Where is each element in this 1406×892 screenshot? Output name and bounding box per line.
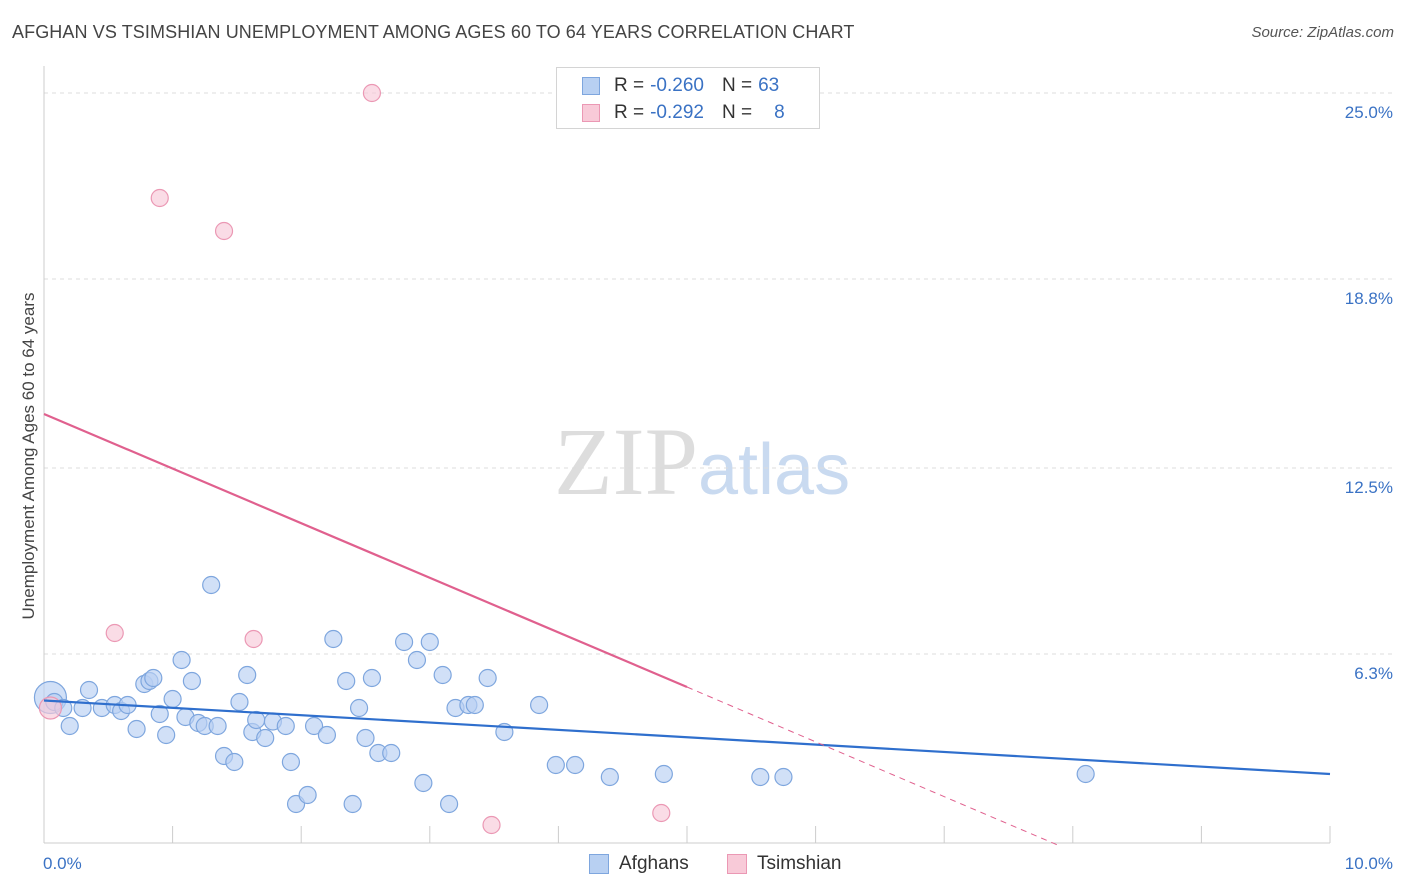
afghans-point [530,695,549,715]
tsimshian-point [214,221,234,241]
afghans-point [157,725,176,745]
afghans-point [163,689,182,709]
y-axis-label: Unemployment Among Ages 60 to 64 years [19,292,38,620]
y-tick-label: 18.8% [1345,289,1393,308]
y-tick-label: 25.0% [1345,103,1393,122]
afghans-swatch [582,77,600,95]
watermark-atlas: atlas [698,430,851,510]
afghans-point [304,716,324,736]
afghans-point [407,650,427,670]
afghans-point [654,764,673,784]
afghans-trend-line [43,699,1331,776]
tsimshian-point [244,629,263,649]
afghans-point [127,719,146,739]
afghans-point [362,668,382,688]
afghans-point [281,752,301,772]
afghans-point [439,794,459,814]
afghans-point [600,767,619,787]
afghans-point [276,716,295,736]
tsimshian-swatch [582,104,600,122]
source-credit: Source: ZipAtlas.com [1251,24,1394,41]
legend-row-tsimshian: R = -0.292 N = 8 [582,101,785,125]
afghans-point [238,665,257,685]
bottom-legend-tsimshian: Tsimshian [727,852,841,876]
bottom-legend-afghans: Afghans [589,852,689,876]
afghans-point [349,698,369,718]
afghans-point [172,650,191,670]
afghans-point [317,725,337,745]
tsimshian-point [38,696,63,720]
afghans-point [394,632,414,652]
afghans-point [343,794,362,814]
tsimshian-point [105,623,124,643]
afghans-point [1076,764,1095,784]
y-tick-label: 6.3% [1354,664,1393,683]
afghans-point [465,695,484,715]
tsimshian-point [482,815,501,835]
afghans-point [208,716,227,736]
afghans-point [256,728,275,748]
afghans-point [144,668,163,688]
afghans-point [478,668,497,688]
tsimshian-n-label: N = [721,102,753,123]
afghans-r-value: -0.260 [650,75,704,96]
watermark-zip: ZIP [554,408,698,515]
bottom-afghans-label: Afghans [619,853,689,874]
tsimshian-trend-extension [686,686,1061,847]
afghans-point [414,773,433,793]
afghans-point [433,665,452,685]
bottom-afghans-swatch [589,854,609,874]
afghans-point [298,785,317,805]
tsimshian-r-value: -0.292 [650,102,704,123]
afghans-point [230,692,249,712]
tsimshian-point [150,188,169,208]
tsimshian-trend-line [43,412,688,689]
tsimshian-point [362,83,382,103]
bottom-tsimshian-swatch [727,854,747,874]
afghans-point [546,755,565,775]
afghans-point [182,671,201,691]
correlation-legend: R = -0.260 N = 63 R = -0.292 N = 8 [556,67,820,129]
afghans-point [751,767,770,787]
afghans-point [356,728,375,748]
x-tick-label: 10.0% [1345,854,1393,873]
afghans-point [79,680,99,700]
watermark: ZIPatlas [554,406,850,517]
legend-row-afghans: R = -0.260 N = 63 [582,74,779,98]
afghans-point [150,704,169,724]
afghans-point [774,767,793,787]
afghans-r-label: R = [614,75,645,96]
afghans-n-label: N = [721,75,753,96]
afghans-point [225,752,244,772]
afghans-point [324,629,343,649]
tsimshian-r-label: R = [614,102,645,123]
x-tick-label: 0.0% [43,854,82,873]
afghans-point [566,755,585,775]
tsimshian-point [652,803,671,823]
y-tick-label: 12.5% [1345,478,1393,497]
afghans-point [420,632,439,652]
bottom-tsimshian-label: Tsimshian [757,853,842,874]
afghans-n-value: 63 [758,75,780,96]
afghans-point [337,671,356,691]
tsimshian-n-value: 8 [774,102,785,123]
afghans-point [202,575,221,595]
afghans-point [60,716,79,736]
afghans-point [382,743,401,763]
chart-title: AFGHAN VS TSIMSHIAN UNEMPLOYMENT AMONG A… [12,22,855,42]
